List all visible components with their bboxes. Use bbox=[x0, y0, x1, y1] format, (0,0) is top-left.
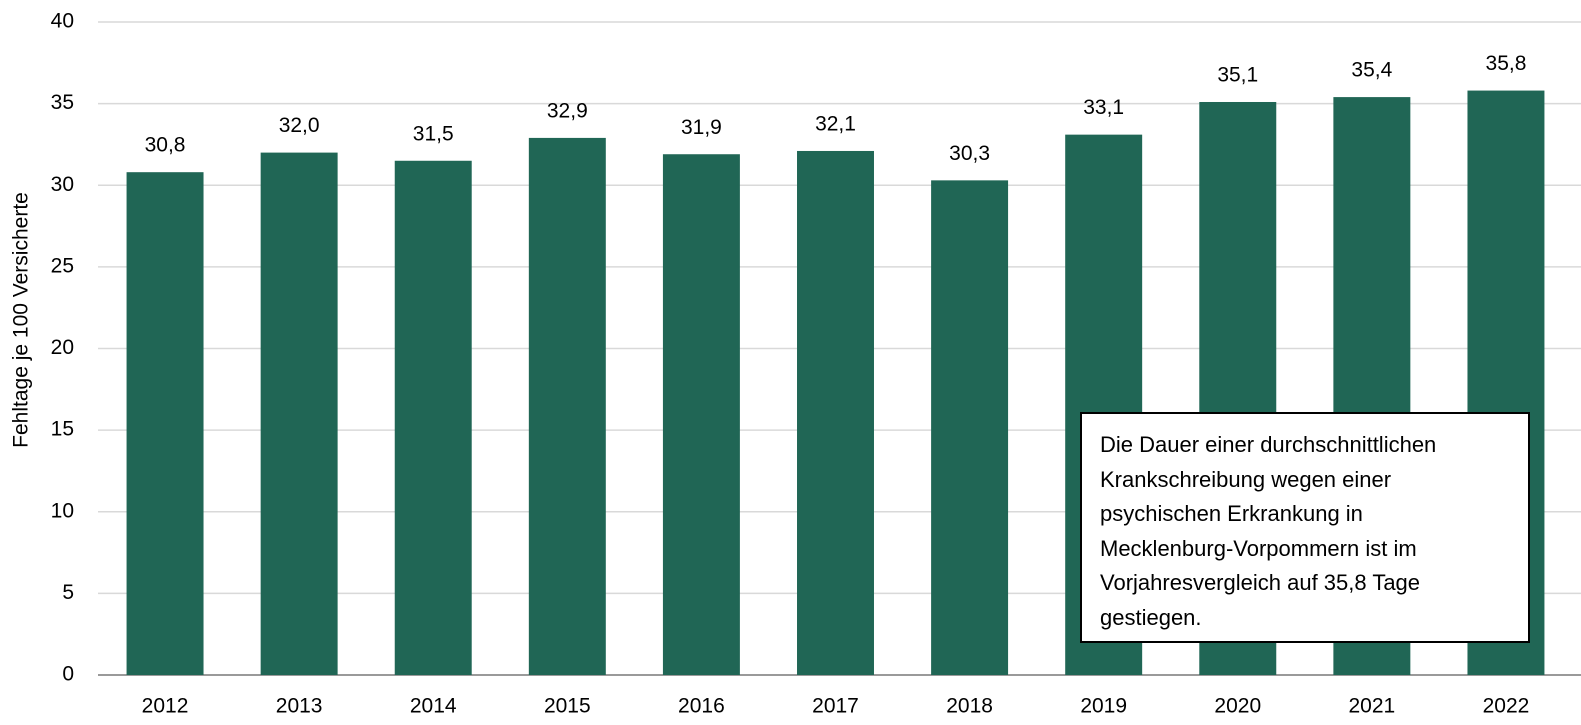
value-label: 31,5 bbox=[413, 122, 454, 145]
value-label: 35,4 bbox=[1351, 59, 1392, 82]
y-tick-label: 25 bbox=[51, 254, 74, 277]
x-tick-label: 2015 bbox=[544, 695, 591, 718]
y-tick-label: 20 bbox=[51, 336, 74, 359]
bar bbox=[797, 150, 874, 675]
y-tick-label: 40 bbox=[51, 10, 74, 33]
bar bbox=[528, 137, 606, 676]
value-label: 30,8 bbox=[145, 134, 186, 157]
value-label: 35,1 bbox=[1217, 64, 1258, 87]
bar bbox=[931, 180, 1009, 676]
bar bbox=[662, 154, 740, 676]
y-tick-label: 10 bbox=[51, 499, 74, 522]
bar bbox=[394, 160, 472, 675]
value-label: 31,9 bbox=[681, 116, 722, 139]
value-label: 32,1 bbox=[815, 113, 856, 136]
y-tick-label: 15 bbox=[51, 418, 74, 441]
y-tick-label: 5 bbox=[62, 581, 74, 604]
bar bbox=[260, 152, 338, 676]
value-label: 33,1 bbox=[1083, 96, 1124, 119]
x-tick-label: 2014 bbox=[410, 695, 457, 718]
x-tick-label: 2017 bbox=[812, 695, 859, 718]
annotation-box: Die Dauer einer durchschnittlichen Krank… bbox=[1080, 412, 1530, 643]
y-tick-label: 30 bbox=[51, 173, 74, 196]
x-tick-label: 2016 bbox=[678, 695, 725, 718]
value-label: 32,0 bbox=[279, 114, 320, 137]
x-tick-label: 2012 bbox=[142, 695, 189, 718]
x-tick-label: 2018 bbox=[946, 695, 993, 718]
x-tick-label: 2013 bbox=[276, 695, 323, 718]
bar bbox=[126, 172, 204, 675]
value-label: 35,8 bbox=[1486, 52, 1527, 75]
x-tick-label: 2020 bbox=[1214, 695, 1261, 718]
x-tick-label: 2022 bbox=[1483, 695, 1530, 718]
y-tick-label: 35 bbox=[51, 91, 74, 114]
value-label: 32,9 bbox=[547, 99, 588, 122]
y-axis-label: Fehltage je 100 Versicherte bbox=[10, 192, 33, 448]
x-tick-label: 2021 bbox=[1349, 695, 1396, 718]
y-tick-label: 0 bbox=[62, 663, 74, 686]
value-label: 30,3 bbox=[949, 142, 990, 165]
x-tick-label: 2019 bbox=[1080, 695, 1127, 718]
annotation: Die Dauer einer durchschnittlichen Krank… bbox=[1100, 432, 1437, 630]
